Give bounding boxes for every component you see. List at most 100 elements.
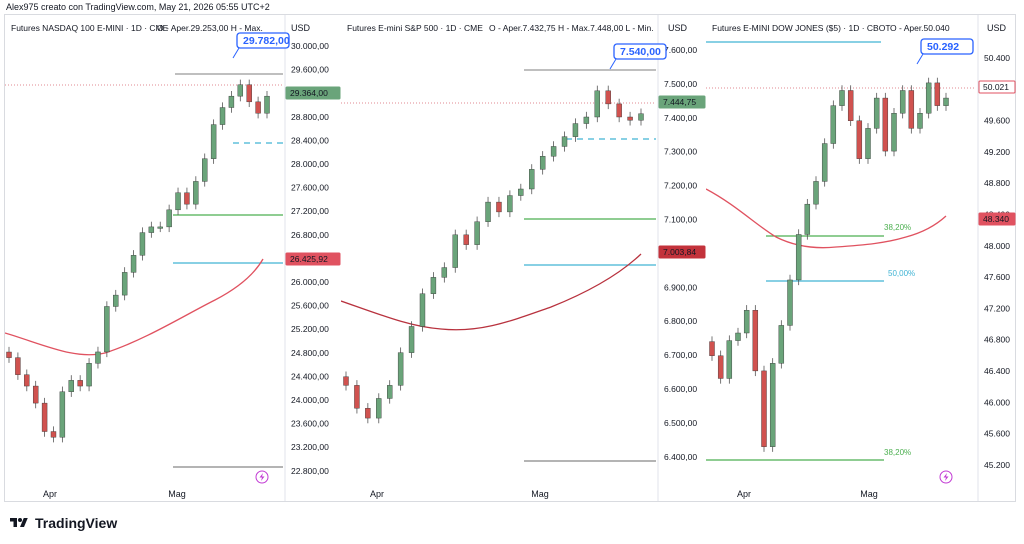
moving-average-line — [341, 253, 642, 331]
price-tag-label: 7.003,84 — [663, 247, 696, 257]
candle-body — [529, 169, 535, 190]
panel-ohlc: O - Aper.50.040 — [890, 23, 950, 33]
candle-body — [787, 279, 793, 326]
nasdaq-panel[interactable]: Futures NASDAQ 100 E-MINI · 1D · CME O -… — [5, 15, 341, 501]
candle-body — [148, 226, 155, 233]
candle-body — [77, 380, 83, 387]
callout-value: 7.540,00 — [620, 46, 661, 58]
price-tag-label: 7.444,75 — [663, 97, 696, 107]
candle-body — [908, 90, 915, 129]
price-axis-label: 28.400,00 — [291, 135, 329, 145]
price-axis-label: 46.000 — [984, 397, 1010, 407]
price-axis-label: 48.800 — [984, 178, 1010, 188]
price-axis-label: 23.600,00 — [291, 419, 329, 429]
price-axis-label: 24.000,00 — [291, 395, 329, 405]
price-axis-label: 24.400,00 — [291, 371, 329, 381]
price-axis-label: 50.400 — [984, 53, 1010, 63]
price-axis-label: 7.600,00 — [664, 45, 697, 55]
candle-body — [761, 370, 767, 447]
candle-body — [95, 351, 101, 364]
candle-body — [237, 84, 244, 97]
price-axis-label: 49.200 — [984, 147, 1010, 157]
candle-body — [419, 293, 426, 327]
candle-body — [130, 255, 137, 273]
price-axis-label: 24.800,00 — [291, 348, 329, 358]
month-label: Mag — [168, 489, 186, 499]
price-axis-label: 6.900,00 — [664, 282, 697, 292]
candle-body — [387, 385, 393, 399]
lightning-icon[interactable] — [255, 470, 269, 484]
candle-body — [865, 128, 871, 159]
candle-body — [24, 374, 30, 387]
callout-pointer — [916, 53, 924, 65]
callout-box — [236, 32, 290, 49]
candle-body — [175, 192, 181, 211]
candle-body — [463, 234, 469, 245]
candle-body — [474, 221, 480, 245]
month-label: Apr — [370, 489, 384, 499]
price-axis-label: 26.800,00 — [291, 230, 329, 240]
candle-body — [507, 195, 513, 213]
fib-level-label: 38,20% — [884, 223, 911, 232]
candle-body — [561, 136, 568, 147]
candle-body — [839, 90, 845, 106]
fib-level-label: 50,00% — [888, 269, 915, 278]
callout-pointer — [609, 58, 617, 70]
price-tag-box — [658, 95, 706, 109]
price-tag-label: 29.364,00 — [290, 88, 328, 98]
candle-body — [210, 124, 217, 159]
candle-body — [59, 391, 66, 438]
price-axis-label: 25.200,00 — [291, 324, 329, 334]
lightning-icon-glyph — [943, 473, 949, 481]
currency-label: USD — [668, 23, 688, 33]
chart-caption: Alex975 creato con TradingView.com, May … — [6, 2, 270, 12]
candle-body — [539, 156, 546, 170]
dow-panel[interactable]: Futures E-MINI DOW JONES ($5) · 1D · CBO… — [706, 15, 1016, 501]
sp500-panel[interactable]: Futures E-mini S&P 500 · 1D · CME O - Ap… — [341, 15, 706, 501]
price-axis-label: 23.200,00 — [291, 442, 329, 452]
price-axis-label: 6.700,00 — [664, 350, 697, 360]
lightning-icon[interactable] — [939, 470, 953, 484]
month-label: Apr — [737, 489, 751, 499]
currency-label: USD — [987, 23, 1007, 33]
candle-body — [943, 97, 949, 106]
tradingview-logo[interactable]: TradingView — [8, 515, 117, 531]
candle-body — [594, 90, 600, 118]
candle-body — [86, 363, 92, 387]
candle-body — [735, 332, 741, 341]
candle-body — [184, 192, 190, 205]
callout-value: 50.292 — [927, 41, 959, 53]
brand-name: TradingView — [35, 515, 118, 531]
price-axis-label: 47.600 — [984, 272, 1010, 282]
moving-average-line — [706, 188, 947, 249]
candle-body — [365, 408, 371, 419]
candle-body — [616, 103, 622, 118]
price-axis-label: 25.600,00 — [291, 301, 329, 311]
candle-body — [925, 82, 932, 114]
candle-body — [572, 123, 579, 137]
chart-frame — [4, 14, 1016, 502]
candle-body — [485, 201, 491, 222]
lightning-icon-glyph — [259, 473, 265, 481]
price-axis-label: 6.600,00 — [664, 384, 697, 394]
price-axis-label: 7.100,00 — [664, 215, 697, 225]
panel-title: Futures E-MINI DOW JONES ($5) · 1D · CBO… — [712, 23, 891, 33]
candle-body — [397, 352, 404, 386]
price-axis-label: 26.000,00 — [291, 277, 329, 287]
candle-body — [441, 267, 448, 278]
candle-body — [6, 351, 12, 358]
panel-title: Futures E-mini S&P 500 · 1D · CME — [347, 23, 483, 33]
candle-body — [228, 95, 235, 108]
price-axis-label: 27.600,00 — [291, 183, 329, 193]
price-axis-label: 47.200 — [984, 303, 1010, 313]
price-tag-label: 26.425,92 — [290, 254, 328, 264]
candle-body — [752, 310, 759, 372]
candles — [709, 77, 949, 452]
tradingview-logo-icon — [10, 518, 28, 527]
candle-body — [193, 181, 199, 205]
candle-body — [32, 385, 39, 404]
candle-body — [830, 105, 837, 144]
price-axis-label: 22.800,00 — [291, 466, 329, 476]
price-axis-label: 48.000 — [984, 241, 1010, 251]
candle-body — [899, 90, 906, 114]
